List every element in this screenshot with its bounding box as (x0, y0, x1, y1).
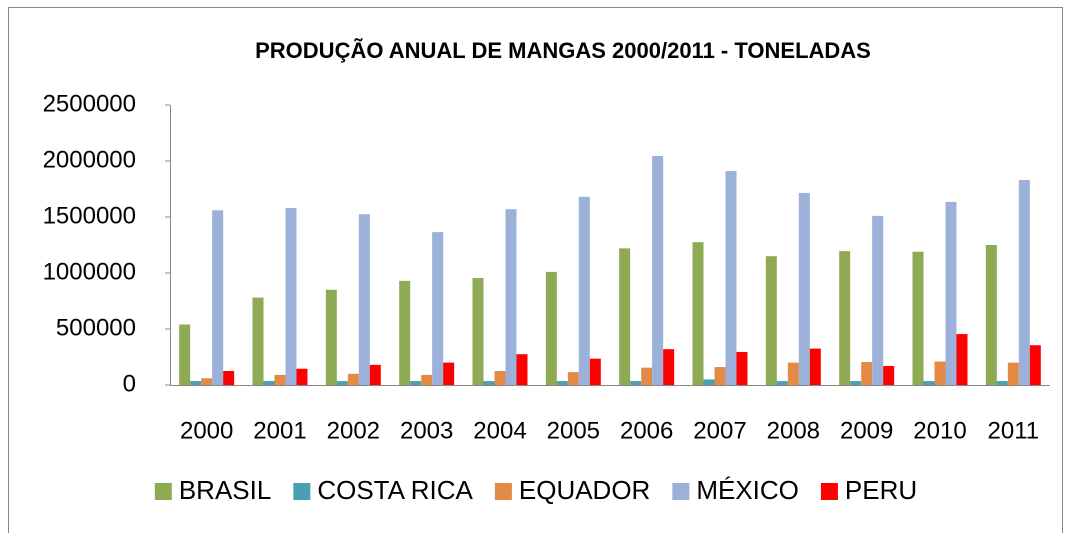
bar (652, 155, 664, 385)
bar (567, 372, 579, 385)
bar (872, 215, 884, 385)
bar (472, 278, 484, 385)
bar (179, 324, 191, 385)
bar (996, 381, 1008, 385)
bar (410, 381, 422, 385)
bar (494, 371, 506, 385)
bar (839, 251, 851, 385)
bar (347, 373, 359, 385)
x-tick-label: 2010 (913, 417, 966, 444)
legend-label: MÉXICO (696, 475, 799, 505)
bar (985, 245, 997, 385)
bar (798, 192, 810, 385)
bar (776, 381, 788, 385)
y-tick-label: 2500000 (43, 90, 136, 117)
bar (692, 242, 704, 385)
legend-swatch (672, 483, 690, 500)
bar (703, 379, 715, 385)
bar (223, 371, 235, 385)
legend-label: PERU (845, 475, 917, 505)
chart-title: PRODUÇÃO ANUAL DE MANGAS 2000/2011 - TON… (255, 38, 871, 63)
bar (556, 381, 568, 385)
legend-swatch (820, 483, 838, 500)
bar (956, 334, 968, 385)
y-tick-label: 0 (123, 370, 136, 397)
bar (1029, 345, 1041, 385)
bar (399, 280, 411, 385)
bar (663, 349, 675, 385)
bar (1007, 362, 1019, 385)
bar (861, 362, 873, 385)
y-tick-label: 1000000 (43, 258, 136, 285)
bar (934, 361, 946, 385)
y-tick-label: 1500000 (43, 202, 136, 229)
x-tick-label: 2000 (180, 417, 233, 444)
x-tick-label: 2004 (473, 417, 526, 444)
x-tick-label: 2006 (620, 417, 673, 444)
bar (545, 271, 557, 385)
bar (641, 367, 653, 385)
bar (190, 381, 202, 385)
bar (912, 251, 924, 385)
legend-swatch (154, 483, 172, 500)
x-tick-label: 2002 (327, 417, 380, 444)
bar (714, 367, 726, 385)
x-tick-label: 2001 (253, 417, 306, 444)
bar (201, 378, 213, 385)
bar (285, 208, 297, 385)
legend-swatch (494, 483, 512, 500)
bar (325, 289, 337, 385)
legend-label: COSTA RICA (317, 475, 473, 505)
bar (516, 354, 528, 385)
legend-label: BRASIL (179, 475, 272, 505)
y-tick-label: 2000000 (43, 146, 136, 173)
bar (736, 351, 748, 385)
bar (945, 201, 957, 385)
bar (578, 196, 590, 385)
bar (725, 171, 737, 385)
bar (630, 381, 642, 385)
bar (589, 358, 601, 385)
bar (850, 381, 862, 385)
bar (787, 362, 799, 385)
bar (505, 209, 517, 385)
bar (923, 381, 935, 385)
bar (274, 374, 286, 385)
x-tick-label: 2003 (400, 417, 453, 444)
x-tick-label: 2009 (840, 417, 893, 444)
bar (809, 348, 821, 385)
bar (421, 374, 433, 385)
bar (443, 362, 455, 385)
legend-label: EQUADOR (519, 475, 650, 505)
chart-border (8, 7, 1063, 533)
legend-swatch (293, 483, 311, 500)
bar (483, 381, 495, 385)
bar (296, 368, 308, 385)
bar (432, 232, 444, 385)
y-tick-label: 500000 (56, 314, 136, 341)
bar (765, 256, 777, 385)
bar (212, 210, 224, 385)
bar (369, 364, 381, 385)
bar (263, 381, 275, 385)
x-tick-label: 2011 (988, 417, 1040, 444)
bar (336, 381, 348, 385)
bar (1018, 180, 1030, 385)
x-tick-label: 2008 (767, 417, 820, 444)
x-tick-label: 2005 (547, 417, 600, 444)
x-tick-label: 2007 (693, 417, 746, 444)
bar (252, 297, 264, 385)
bar (358, 214, 370, 385)
bar (883, 365, 895, 385)
bar (619, 248, 631, 385)
